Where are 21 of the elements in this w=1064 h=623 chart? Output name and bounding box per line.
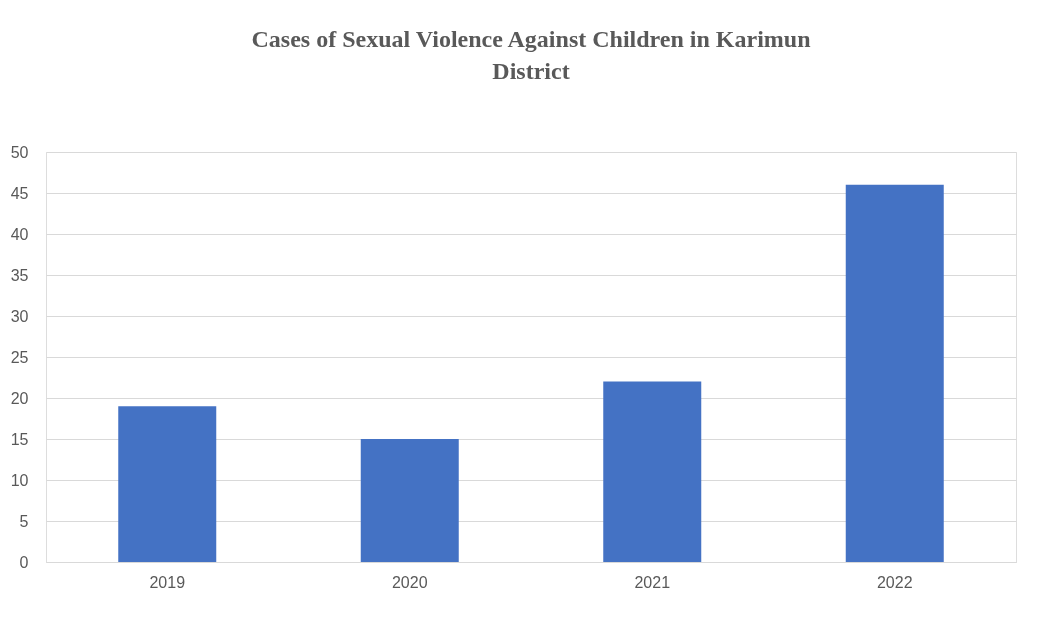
x-tick-label: 2021 <box>634 573 671 591</box>
x-tick-label: 2022 <box>876 573 913 591</box>
y-tick-label: 35 <box>10 266 29 284</box>
x-tick-label: 2020 <box>391 573 428 591</box>
y-tick-label: 0 <box>19 553 29 571</box>
bar <box>360 439 459 562</box>
y-tick-label: 5 <box>19 512 29 530</box>
bar <box>603 381 702 562</box>
bar <box>845 184 944 562</box>
x-tick-label: 2019 <box>149 573 186 591</box>
y-tick-label: 45 <box>10 184 29 202</box>
y-tick-label: 15 <box>10 430 29 448</box>
text: District <box>492 58 570 84</box>
y-tick-label: 40 <box>10 225 29 243</box>
y-tick-label: 50 <box>10 143 29 161</box>
text: Cases of Sexual Violence Against Children in Karimun <box>251 26 811 52</box>
y-tick-label: 20 <box>10 389 29 407</box>
y-tick-label: 25 <box>10 348 29 366</box>
y-tick-label: 30 <box>10 307 29 325</box>
bar <box>118 406 217 562</box>
y-tick-label: 10 <box>10 471 29 489</box>
